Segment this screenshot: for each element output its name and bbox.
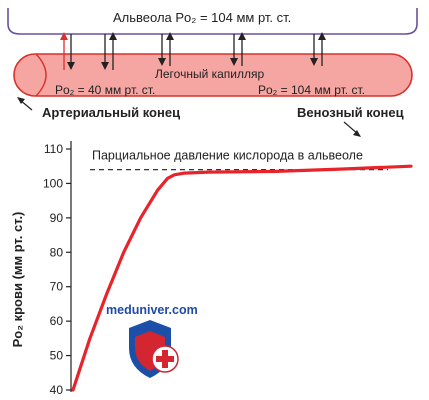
po2-chart: 40 50 60 70 80 90 100 110 Po₂ крови (мм рт. ст.… [10,141,413,397]
y-tick-label: 110 [44,142,63,156]
capillary-label: Легочный капилляр [155,67,265,81]
y-ticks: 40 50 60 70 80 90 100 110 [43,142,71,397]
y-tick-label: 80 [50,245,64,259]
exchange-arrow-pair [158,32,174,66]
alveola-membrane [7,8,418,35]
exchange-arrows [60,32,326,70]
exchange-arrow-pair [230,32,246,66]
venous-end-label: Венозный конец [297,105,404,120]
blood-po2-curve [71,164,413,392]
capillary-inlet-curve [35,53,47,97]
exchange-arrow-pair [60,32,75,70]
exchange-arrow-pair [310,32,326,66]
reference-line-label: Парциальное давление кислорода в альвеол… [92,149,363,163]
watermark-text: meduniver.com [106,303,198,317]
y-tick-label: 70 [50,280,64,294]
shield-logo-icon [129,320,179,378]
arterial-po2-label: Po₂ = 40 мм рт. ст. [55,83,155,97]
y-tick-label: 100 [43,176,63,190]
venous-po2-label: Po₂ = 104 мм рт. ст. [258,83,365,97]
alveola-label: Альвеола Po₂ = 104 мм рт. ст. [113,10,291,25]
y-tick-label: 50 [50,349,64,363]
y-tick-label: 90 [50,211,64,225]
y-axis-label: Po₂ крови (мм рт. ст.) [10,212,25,348]
y-tick-label: 40 [50,383,64,397]
exchange-arrow-pair [101,32,117,70]
arterial-end-arrow [17,97,33,111]
venous-end-arrow [343,121,361,137]
arterial-end-label: Артериальный конец [42,105,180,120]
y-tick-label: 60 [50,314,64,328]
